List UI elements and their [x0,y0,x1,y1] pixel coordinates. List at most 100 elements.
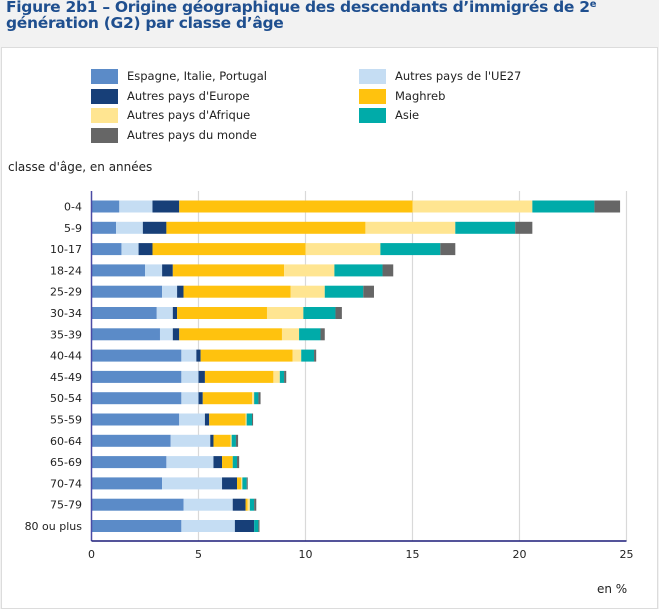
bar-segment [91,477,163,490]
legend-swatch [91,108,118,124]
legend-swatch [359,69,386,84]
bar-segment [284,370,287,383]
bar-segment [237,456,240,469]
bar-segment [335,307,342,319]
bar-segment [172,328,180,341]
bar-segment [183,498,233,511]
category-tick-label: 45-49 [50,371,82,384]
bar-segment [91,200,120,213]
bar-segment [202,392,252,405]
bar-segment [254,520,259,532]
bar-segment [162,264,173,277]
bar-segment [246,413,252,426]
category-tick-label: 25-29 [50,286,82,299]
category-tick-label: 40-44 [50,350,82,363]
legend-label: Asie [395,108,420,123]
bar-segment [91,370,182,383]
bar-segment [172,307,178,319]
bar-segment [232,498,246,511]
bar-segment [266,307,304,319]
x-tick-label: 20 [513,548,527,561]
bar-segment [213,456,223,469]
bar-segment [258,520,260,532]
bar-segment [181,520,235,532]
category-tick-label: 70-74 [50,477,82,490]
category-tick-label: 35-39 [50,328,82,341]
bar-segment [177,307,267,319]
category-tick-label: 65-69 [50,456,82,469]
bar-segment [138,243,153,256]
bar-segment [249,498,255,511]
bar-segment [273,370,280,383]
bar-segment [515,221,533,234]
category-tick-label: 30-34 [50,307,82,320]
bar-segment [116,221,143,234]
category-tick-label: 60-64 [50,435,82,448]
bar-segment [156,307,173,319]
bar-segment [210,434,214,447]
bar-segment [198,392,203,405]
bar-segment [152,243,306,256]
bar-segment [162,285,178,298]
bar-segment [179,200,413,213]
bar-segment [299,328,321,341]
bar-segment [324,285,364,298]
bar-segment [247,498,250,511]
bar-segment [179,328,282,341]
bar-segment [245,413,247,426]
bar-segment [91,456,167,469]
bar-segment [222,477,238,490]
bar-segment [91,307,157,319]
bar-segment [198,370,205,383]
bar-segment [290,285,325,298]
bar-segment [181,370,199,383]
bar-segment [279,370,285,383]
bar-segment [121,243,139,256]
x-tick-label: 15 [406,548,420,561]
bar-segment [91,413,180,426]
bar-segment [166,456,214,469]
bar-segment [284,264,335,277]
figure-title: Figure 2b1 – Origine géographique des de… [6,0,656,31]
bar-segment [91,243,122,256]
category-tick-label: 18-24 [50,264,82,277]
legend-label: Autres pays du monde [127,127,257,142]
x-tick-label: 5 [195,548,202,561]
bar-segment [162,477,223,490]
category-tick-label: 10-17 [50,243,82,256]
legend-swatch [91,69,118,84]
bar-segment [292,349,302,362]
bar-segment [532,200,595,213]
bar-segment [119,200,153,213]
bar-segment [91,520,182,532]
bar-segment [365,221,456,234]
bar-segment [181,392,199,405]
bar-segment [320,328,325,341]
x-tick-label: 0 [88,548,95,561]
bar-segment [231,434,236,447]
bar-segment [152,200,180,213]
bar-segment [200,349,293,362]
category-tick-label: 5-9 [64,222,82,235]
bar-segment [594,200,621,213]
bar-segment [91,434,171,447]
bar-segment [222,456,233,469]
bar-segment [181,349,197,362]
bar-segment [245,498,248,511]
bar-segment [91,285,163,298]
legend-swatch [91,127,118,143]
bar-segment [209,413,246,426]
bar-segment [252,392,255,405]
bar-segment [196,349,201,362]
bar-segment [213,434,231,447]
bar-segment [230,434,232,447]
legend-label: Autres pays de l'UE27 [395,69,522,83]
category-tick-label: 55-59 [50,414,82,427]
bar-segment [382,264,394,277]
y-axis-label: classe d'âge, en années [8,160,153,174]
bar-segment [241,477,243,490]
bar-segment [314,349,317,362]
legend-swatch [91,88,118,104]
bar-segment [204,413,210,426]
